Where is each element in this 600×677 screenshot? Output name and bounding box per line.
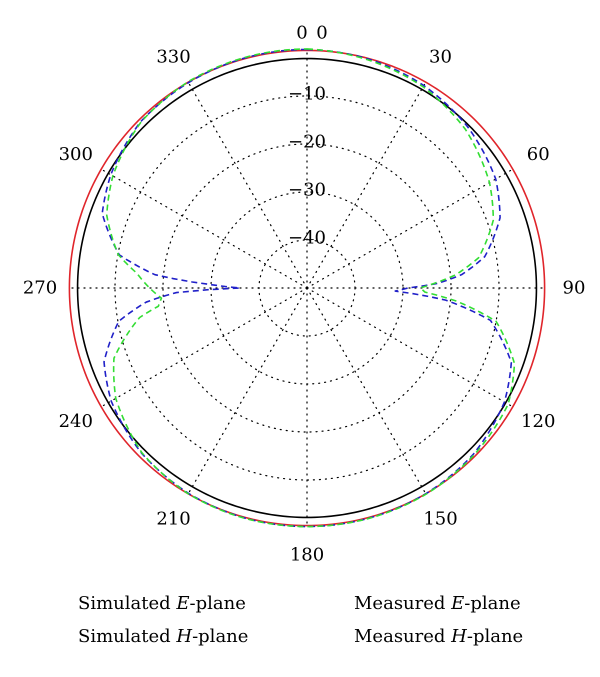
radial-tick-label-20: −20 <box>288 132 326 153</box>
radial-tick-label-0: 0 <box>296 23 307 44</box>
legend-label-measured-e-plane: Measured E-plane <box>354 592 521 614</box>
legend: Simulated E-plane Simulated H-plane Meas… <box>0 590 600 660</box>
series-line-measured-e-plane <box>105 48 516 528</box>
legend-item-simulated-e-plane: Simulated E-plane <box>16 590 246 616</box>
series-line-simulated-h-plane <box>76 57 538 519</box>
grid-spoke-330 <box>186 79 308 289</box>
grid-spoke-240 <box>98 287 308 409</box>
series-line-simulated-e-plane <box>101 48 513 528</box>
angle-tick-label-330: 330 <box>156 46 190 67</box>
legend-label-simulated-h-plane: Simulated H-plane <box>78 625 249 647</box>
angle-tick-label-120: 120 <box>521 411 555 432</box>
angle-tick-label-270: 270 <box>23 278 57 299</box>
grid-spoke-300 <box>98 167 308 289</box>
grid-spoke-150 <box>306 287 428 497</box>
grid-spoke-30 <box>306 79 428 289</box>
grid-spoke-60 <box>306 167 516 289</box>
angle-tick-label-60: 60 <box>527 144 550 165</box>
series-line-measured-h-plane <box>68 49 546 527</box>
angle-tick-label-150: 150 <box>423 509 457 530</box>
polar-plot-svg: 0 30 60 90 120 150 180 210 240 270 300 330 0 −10 −20 −3… <box>23 23 586 566</box>
angle-tick-label-240: 240 <box>59 411 93 432</box>
legend-item-measured-e-plane: Measured E-plane <box>292 590 521 616</box>
radial-tick-label-10: −10 <box>288 84 326 105</box>
legend-item-simulated-h-plane: Simulated H-plane <box>16 623 248 649</box>
radial-tick-label-40: −40 <box>288 228 326 249</box>
angle-tick-label-180: 180 <box>290 545 324 566</box>
angle-tick-label-0: 0 <box>316 23 327 44</box>
legend-label-measured-h-plane: Measured H-plane <box>354 625 524 647</box>
legend-label-simulated-e-plane: Simulated E-plane <box>78 592 246 614</box>
grid-spoke-210 <box>186 287 308 497</box>
angle-tick-label-30: 30 <box>429 46 452 67</box>
legend-item-measured-h-plane: Measured H-plane <box>292 623 523 649</box>
radial-tick-label-30: −30 <box>288 180 326 201</box>
angle-tick-label-90: 90 <box>563 278 586 299</box>
angle-tick-label-300: 300 <box>59 144 93 165</box>
angle-tick-label-210: 210 <box>156 509 190 530</box>
grid-spoke-120 <box>306 287 516 409</box>
